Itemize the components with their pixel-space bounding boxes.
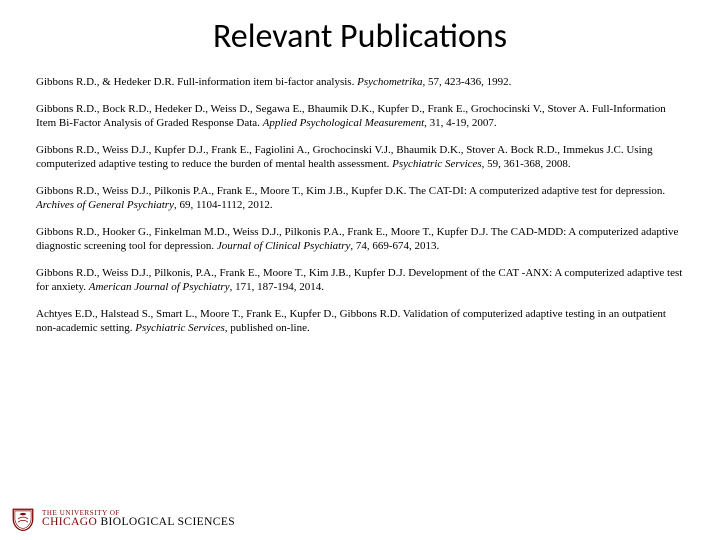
list-item: Gibbons R.D., Hooker G., Finkelman M.D.,… [36,225,684,254]
slide: Relevant Publications Gibbons R.D., & He… [0,0,720,540]
journal-name: Applied Psychological Measurement [263,117,425,129]
journal-name: Journal of Clinical Psychiatry [217,240,351,252]
list-item: Gibbons R.D., Weiss D.J., Pilkonis P.A.,… [36,184,684,213]
journal-name: Psychiatric Services [392,158,482,170]
list-item: Achtyes E.D., Halstead S., Smart L., Moo… [36,307,684,336]
university-department: BIOLOGICAL SCIENCES [100,516,235,528]
journal-name: Psychometrika [357,76,422,88]
pub-post: , 69, 1104-1112, 2012. [174,199,273,211]
journal-name: American Journal of Psychiatry [89,281,230,293]
pub-post: , 171, 187-194, 2014. [230,281,324,293]
list-item: Gibbons R.D., & Hedeker D.R. Full-inform… [36,75,684,90]
pub-post: , 31, 4-19, 2007. [424,117,496,129]
pub-post: , 57, 423-436, 1992. [422,76,511,88]
journal-name: Archives of General Psychiatry [36,199,174,211]
university-chicago: CHICAGO [42,516,100,528]
pub-pre: Achtyes E.D., Halstead S., Smart L., Moo… [36,308,666,335]
journal-name: Psychiatric Services [135,322,225,334]
pub-post: , 74, 669-674, 2013. [350,240,439,252]
list-item: Gibbons R.D., Weiss D.J., Kupfer D.J., F… [36,143,684,172]
university-crest-icon [10,506,36,532]
university-name: CHICAGO BIOLOGICAL SCIENCES [42,517,235,529]
pub-post: , 59, 361-368, 2008. [482,158,571,170]
pub-pre: Gibbons R.D., & Hedeker D.R. Full-inform… [36,76,357,88]
pub-pre: Gibbons R.D., Weiss D.J., Pilkonis P.A.,… [36,185,665,197]
university-footer: THE UNIVERSITY OF CHICAGO BIOLOGICAL SCI… [10,506,235,532]
university-text: THE UNIVERSITY OF CHICAGO BIOLOGICAL SCI… [42,510,235,529]
list-item: Gibbons R.D., Bock R.D., Hedeker D., Wei… [36,102,684,131]
list-item: Gibbons R.D., Weiss D.J., Pilkonis, P.A.… [36,266,684,295]
publication-list: Gibbons R.D., & Hedeker D.R. Full-inform… [36,75,684,336]
pub-post: , published on-line. [225,322,310,334]
page-title: Relevant Publications [36,16,684,57]
